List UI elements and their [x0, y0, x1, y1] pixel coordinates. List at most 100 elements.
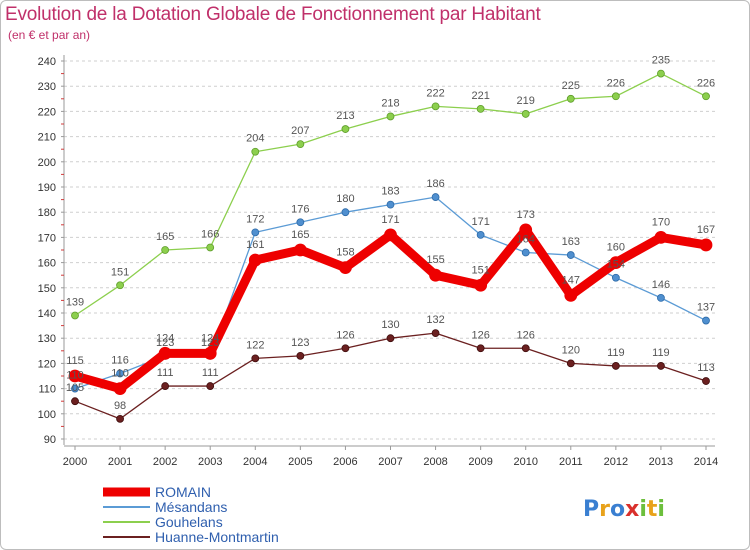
- data-point: [341, 208, 350, 217]
- data-label: 204: [246, 133, 264, 145]
- x-tick-label: 2010: [513, 456, 537, 468]
- data-label: 123: [156, 337, 174, 349]
- data-label: 146: [652, 279, 670, 291]
- y-tick-label: 90: [44, 434, 56, 446]
- data-label: 126: [471, 329, 489, 341]
- data-label: 116: [111, 354, 129, 366]
- data-label: 119: [607, 347, 625, 359]
- data-label: 132: [426, 314, 444, 326]
- data-point: [566, 359, 575, 368]
- data-point: [386, 112, 395, 121]
- data-labels: 139 151 165 166 204 207 213 218 222 221 219 225 226 2…: [66, 55, 715, 412]
- data-label: 110: [66, 370, 84, 382]
- x-tick-label: 2012: [604, 456, 628, 468]
- data-point: [116, 369, 124, 378]
- x-tick-label: 2004: [243, 456, 267, 468]
- data-point: [657, 293, 665, 302]
- x-tick-label: 2002: [153, 456, 177, 468]
- y-tick-label: 180: [38, 207, 56, 219]
- y-tick-label: 220: [38, 106, 56, 118]
- y-tick-label: 150: [38, 283, 56, 295]
- data-label: 225: [562, 80, 580, 92]
- data-point: [386, 200, 395, 209]
- y-tick-label: 140: [38, 308, 56, 320]
- data-label: 213: [336, 110, 354, 122]
- data-label: 123: [291, 337, 309, 349]
- data-point: [702, 377, 710, 385]
- x-tick-label: 2000: [63, 456, 87, 468]
- y-tick-label: 120: [38, 358, 56, 370]
- x-tick-label: 2005: [288, 456, 312, 468]
- data-label: 218: [381, 97, 399, 109]
- data-label: 165: [156, 231, 174, 243]
- data-label: 167: [697, 224, 715, 236]
- data-label: 163: [562, 236, 580, 248]
- data-label: 219: [517, 95, 535, 107]
- data-point: [521, 344, 530, 353]
- x-tick-label: 2009: [468, 456, 492, 468]
- data-label: 124: [201, 332, 219, 344]
- data-point: [566, 94, 575, 103]
- data-point: [203, 346, 217, 360]
- data-label: 155: [426, 254, 444, 266]
- y-tick-label: 210: [38, 132, 56, 144]
- axes: [61, 55, 715, 450]
- data-point: [296, 140, 305, 149]
- data-label: 180: [336, 193, 354, 205]
- chart-subtitle: (en € et par an): [8, 28, 91, 42]
- x-tick-labels: 2000 2001 2002 2003 2004 2005 2006 2007 2008 2009…: [63, 456, 718, 468]
- x-tick-label: 2003: [198, 456, 222, 468]
- data-label: 111: [202, 367, 219, 379]
- data-point: [296, 351, 305, 360]
- data-point: [71, 384, 79, 393]
- data-label: 126: [336, 329, 354, 341]
- data-point: [431, 329, 440, 338]
- data-point: [521, 110, 530, 118]
- y-tick-label: 130: [38, 333, 56, 345]
- data-point: [161, 246, 170, 254]
- data-point: [476, 344, 485, 353]
- data-label: 122: [246, 339, 264, 351]
- data-label: 119: [652, 347, 670, 359]
- data-label: 170: [652, 216, 670, 228]
- data-label: 226: [697, 77, 715, 89]
- data-point: [611, 362, 620, 370]
- data-label: 98: [114, 400, 126, 412]
- legend-label: Huanne-Montmartin: [155, 529, 279, 545]
- x-tick-label: 2006: [333, 456, 357, 468]
- data-point: [566, 251, 575, 259]
- data-point: [702, 316, 710, 325]
- data-point: [296, 218, 305, 227]
- data-point: [699, 238, 713, 252]
- data-label: 130: [381, 319, 399, 331]
- data-label: 113: [697, 362, 715, 374]
- data-label: 115: [66, 355, 84, 367]
- data-point: [71, 311, 79, 320]
- data-point: [71, 397, 79, 406]
- series-points: [68, 69, 713, 423]
- x-tick-label: 2001: [108, 456, 132, 468]
- data-point: [206, 243, 215, 252]
- data-label: 171: [471, 216, 489, 228]
- y-tick-label: 190: [38, 182, 56, 194]
- data-point: [116, 281, 124, 290]
- data-label: 172: [246, 213, 264, 225]
- data-point: [519, 223, 533, 237]
- y-tick-label: 170: [38, 232, 56, 244]
- data-point: [339, 261, 352, 275]
- y-tick-label: 110: [38, 384, 56, 396]
- data-label: 139: [66, 297, 84, 309]
- data-point: [251, 354, 260, 363]
- y-tick-labels: 90 100 110 120 130 140 150 160 170 180 190 200 210 22…: [38, 56, 56, 446]
- data-label: 161: [246, 239, 264, 251]
- data-point: [564, 288, 578, 302]
- legend: ROMAINMésandansGouhelansHuanne-Montmarti…: [103, 484, 279, 545]
- y-tick-label: 160: [38, 258, 56, 270]
- data-point: [68, 369, 82, 383]
- data-point: [611, 273, 620, 282]
- data-point: [611, 92, 620, 101]
- data-point: [657, 69, 665, 78]
- legend-label: ROMAIN: [155, 484, 211, 500]
- data-label: 207: [291, 125, 309, 137]
- data-point: [251, 228, 260, 237]
